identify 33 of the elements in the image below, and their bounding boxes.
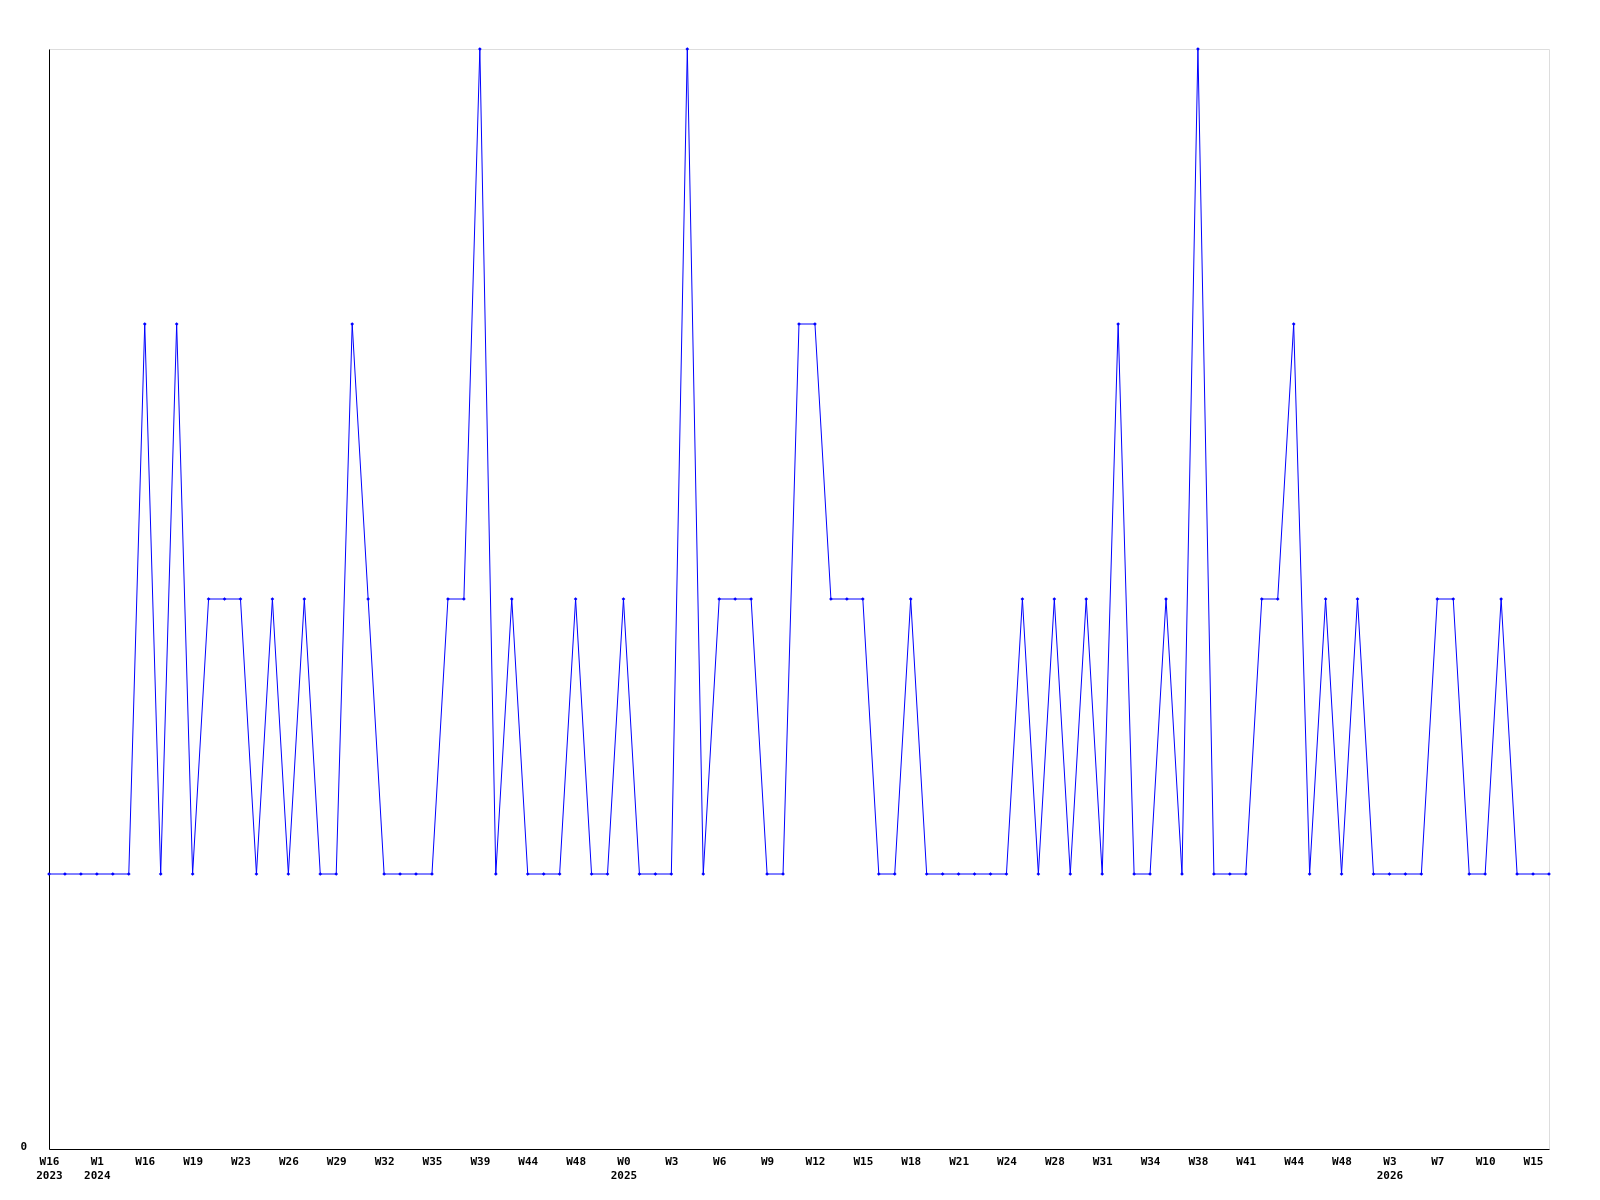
x-tick-label: W3	[665, 1154, 679, 1168]
x-tick-label: W38	[1188, 1154, 1209, 1168]
x-tick-label: W26	[278, 1154, 300, 1168]
x-tick-label: W3 2026	[1376, 1154, 1404, 1182]
x-tick-label: W12	[805, 1154, 826, 1168]
x-tick-label: W1 2024	[84, 1154, 111, 1182]
x-tick-label: W19	[183, 1154, 204, 1168]
x-tick-label: W44	[518, 1154, 539, 1168]
x-tick-label: W48	[1332, 1154, 1352, 1168]
x-tick-label: W6	[713, 1154, 727, 1168]
x-tick-label: W9	[760, 1154, 775, 1168]
x-tick-label: W48	[566, 1154, 587, 1168]
x-tick-label: W0 2025	[610, 1154, 638, 1182]
x-tick-label: W15	[853, 1154, 874, 1168]
x-tick-label: W10	[1475, 1154, 1496, 1168]
x-tick-label: W16	[135, 1154, 156, 1168]
x-tick-label: W24	[997, 1154, 1018, 1168]
x-tick-label: W23	[231, 1154, 251, 1168]
x-tick-label: W29	[326, 1154, 347, 1168]
x-tick-label: W21	[949, 1154, 970, 1168]
x-tick-label: W31	[1092, 1154, 1113, 1168]
text: 0	[20, 1140, 27, 1153]
x-tick-label: W15	[1523, 1154, 1544, 1168]
x-tick-label: W41	[1236, 1154, 1257, 1168]
x-tick-label: W7	[1431, 1154, 1445, 1168]
x-tick-label: W18	[901, 1154, 922, 1168]
x-tick-label: W35	[422, 1154, 443, 1168]
x-tick-label: W34	[1140, 1154, 1161, 1168]
x-tick-label: W39	[470, 1154, 491, 1168]
x-tick-label: W28	[1044, 1154, 1065, 1168]
x-tick-label: W16 2023	[36, 1154, 63, 1182]
x-tick-label: W44	[1284, 1154, 1305, 1168]
x-tick-label: W32	[374, 1154, 395, 1168]
